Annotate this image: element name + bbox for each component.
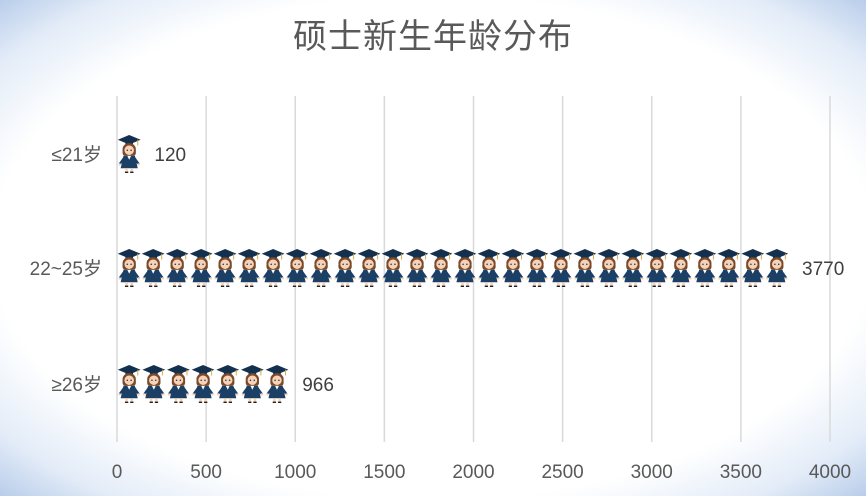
data-label: 966 — [302, 375, 334, 396]
chart-title: 硕士新生年龄分布 — [293, 18, 573, 56]
graduate-figure-icon — [237, 249, 262, 287]
x-tick-label: 2000 — [452, 462, 494, 483]
graduate-figure-icon — [265, 365, 289, 403]
graduate-figure-icon — [429, 249, 453, 287]
graduate-figure-icon — [166, 365, 191, 403]
graduate-figure-icon — [285, 249, 310, 287]
graduate-figure-icon — [501, 249, 525, 287]
graduate-figure-icon — [240, 365, 265, 403]
graduate-figure-icon — [117, 249, 142, 287]
graduate-figure-icon — [405, 249, 429, 287]
graduate-figure-icon — [117, 365, 142, 403]
graduate-figure-icon — [357, 249, 381, 287]
graduate-figure-icon — [716, 249, 741, 287]
graduate-figure-icon — [117, 135, 142, 173]
graduate-figure-icon — [573, 249, 597, 287]
graduate-figure-icon — [261, 249, 286, 287]
graduate-figure-icon — [213, 249, 238, 287]
x-tick-label: 3000 — [631, 462, 673, 483]
category-label: 22~25岁 — [30, 258, 102, 280]
graduate-figure-icon — [333, 249, 357, 287]
graduate-figure-icon — [764, 249, 789, 287]
graduate-figure-icon — [191, 365, 216, 403]
x-tick-label: 4000 — [809, 462, 851, 483]
x-tick-label: 0 — [112, 462, 123, 483]
graduate-figure-icon — [668, 249, 693, 287]
x-tick-label: 500 — [190, 462, 222, 483]
graduate-figure-icon — [644, 249, 669, 287]
graduate-figure-icon — [141, 249, 166, 287]
graduate-figure-icon — [692, 249, 717, 287]
graduate-figure-icon — [141, 365, 166, 403]
bar-3 — [117, 365, 289, 403]
graduate-figure-icon — [309, 249, 333, 287]
bar-1 — [117, 135, 142, 173]
bar-2 — [117, 249, 789, 287]
category-label: ≤21岁 — [51, 144, 102, 166]
y-axis-categories: ≤21岁 22~25岁 ≥26岁 — [30, 144, 102, 396]
graduate-figure-icon — [165, 249, 190, 287]
category-label: ≥26岁 — [51, 374, 102, 396]
graduate-figure-icon — [620, 249, 645, 287]
graduate-figure-icon — [477, 249, 501, 287]
graduate-figure-icon — [189, 249, 214, 287]
graduate-figure-icon — [740, 249, 765, 287]
x-axis-ticks: 0 500 1000 1500 2000 2500 3000 3500 4000 — [112, 462, 851, 483]
graduate-figure-icon — [549, 249, 573, 287]
graduate-figure-icon — [596, 249, 621, 287]
pictograph-bars — [117, 135, 789, 403]
x-tick-label: 3500 — [720, 462, 762, 483]
value-labels: 120 3770 966 — [154, 145, 844, 396]
graduate-figure-icon — [525, 249, 549, 287]
x-tick-label: 2500 — [541, 462, 583, 483]
graduate-figure-icon — [215, 365, 240, 403]
data-label: 3770 — [802, 259, 844, 280]
data-label: 120 — [154, 145, 186, 166]
x-tick-label: 1000 — [274, 462, 316, 483]
x-tick-label: 1500 — [363, 462, 405, 483]
